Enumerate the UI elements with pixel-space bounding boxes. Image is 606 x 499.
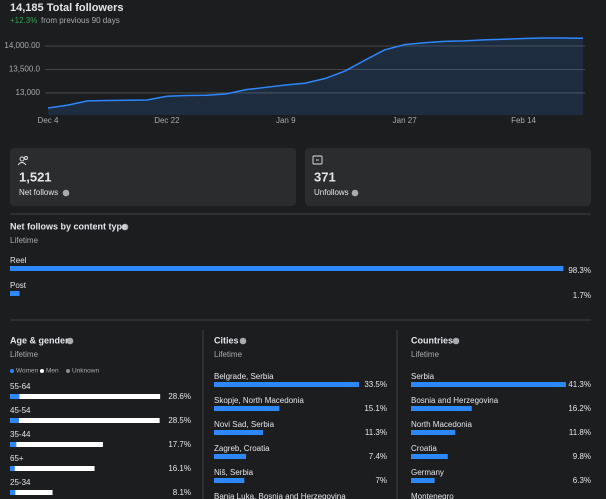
bar [411,406,472,411]
bar [214,382,360,387]
legend-marker [10,369,14,373]
bar [10,291,20,296]
line [47,37,584,109]
card-label: Unfollows [314,188,349,197]
value-label: 11.3% [365,428,387,437]
value-label: 1.7% [573,291,591,300]
value-label: 98.3% [568,266,591,275]
bar-segment [10,394,20,399]
section-subtitle: Lifetime [411,350,440,359]
y-tick-label: 13,500.0 [9,65,41,74]
bar-label: Niš, Serbia [214,468,254,477]
total-label: 28.6% [168,392,191,401]
bar [10,266,564,271]
bar-segment [10,442,17,447]
x-tick-label: Jan 9 [276,116,296,125]
value-label: 7% [375,476,387,485]
total-label: 8.1% [173,488,191,497]
x-tick-label: Dec 22 [154,116,180,125]
legend-label: Men [46,368,59,375]
bar [214,430,263,435]
bar-segment [10,418,19,423]
bar-label: Skopje, North Macedonia [214,396,304,405]
legend-marker [66,369,70,373]
bar-label: 35-44 [10,430,31,439]
value-label: 33.5% [364,380,387,389]
bar-label: Bosnia and Herzegovina [411,396,499,405]
bar-label: Zagreb, Croatia [214,444,270,453]
bar-label: 55-64 [10,382,31,391]
card-label: Net follows [19,188,58,197]
bar-label: Croatia [411,444,437,453]
y-tick-label: 13,000 [16,88,41,97]
change: +12.3% [10,16,37,25]
legend-marker [40,369,44,373]
title: 14,185 Total followers [10,2,124,14]
total-label: 16.1% [168,464,191,473]
card-value: 371 [314,169,336,184]
bar-label: Banja Luka, Bosnia and Herzegovina [214,492,346,499]
info-icon [62,189,460,345]
section-subtitle: Lifetime [214,350,243,359]
card [305,148,591,206]
bar-label: 65+ [10,454,24,463]
bar-label: Montenegro [411,492,454,499]
value-label: 6.3% [573,476,591,485]
bar-label: 45-54 [10,406,31,415]
value-label: 41.3% [568,380,591,389]
bar-segment [18,418,160,423]
bar [214,406,280,411]
total-label: 17.7% [168,440,191,449]
bar [411,430,456,435]
value-label: 9.8% [573,452,591,461]
bar [411,454,448,459]
bar-segment [19,394,161,399]
bar [411,382,566,387]
x-tick-label: Dec 4 [38,116,59,125]
bar-label: Serbia [411,372,435,381]
section-title: Countries [411,335,453,345]
value-label: 11.8% [569,428,591,437]
legend-label: Unknown [72,368,99,375]
card [10,148,296,206]
value-label: 15.1% [364,404,387,413]
bar-segment [16,442,103,447]
icon [17,155,323,166]
x-tick-label: Jan 27 [393,116,418,125]
section-title: Cities [214,335,239,345]
bar-label: Germany [411,468,444,477]
x-tick-label: Feb 14 [511,116,536,125]
section-subtitle: Lifetime [10,236,39,245]
total-label: 28.5% [168,416,191,425]
y-tick-label: 14,000.00 [4,41,40,50]
bar [214,454,247,459]
bar [214,478,245,483]
bar-label: Reel [10,256,27,265]
bar-label: North Macedonia [411,420,472,429]
section-title: Net follows by content type [10,221,127,231]
section-title: Age & gender [10,335,69,345]
section-subtitle: Lifetime [10,350,39,359]
value-label: 7.4% [369,452,387,461]
bar-segment [10,466,15,471]
bar [411,478,435,483]
bar-segment [14,466,95,471]
legend-label: Women [16,368,39,375]
value-label: 16.2% [568,404,591,413]
bar-segment [15,490,53,495]
bar-label: 25-34 [10,478,31,487]
bar-label: Novi Sad, Serbia [214,420,275,429]
change-note: from previous 90 days [41,16,120,25]
bar-label: Belgrade, Serbia [214,372,274,381]
bar-label: Post [10,281,27,290]
card-value: 1,521 [19,169,52,184]
bar-segment [10,490,16,495]
